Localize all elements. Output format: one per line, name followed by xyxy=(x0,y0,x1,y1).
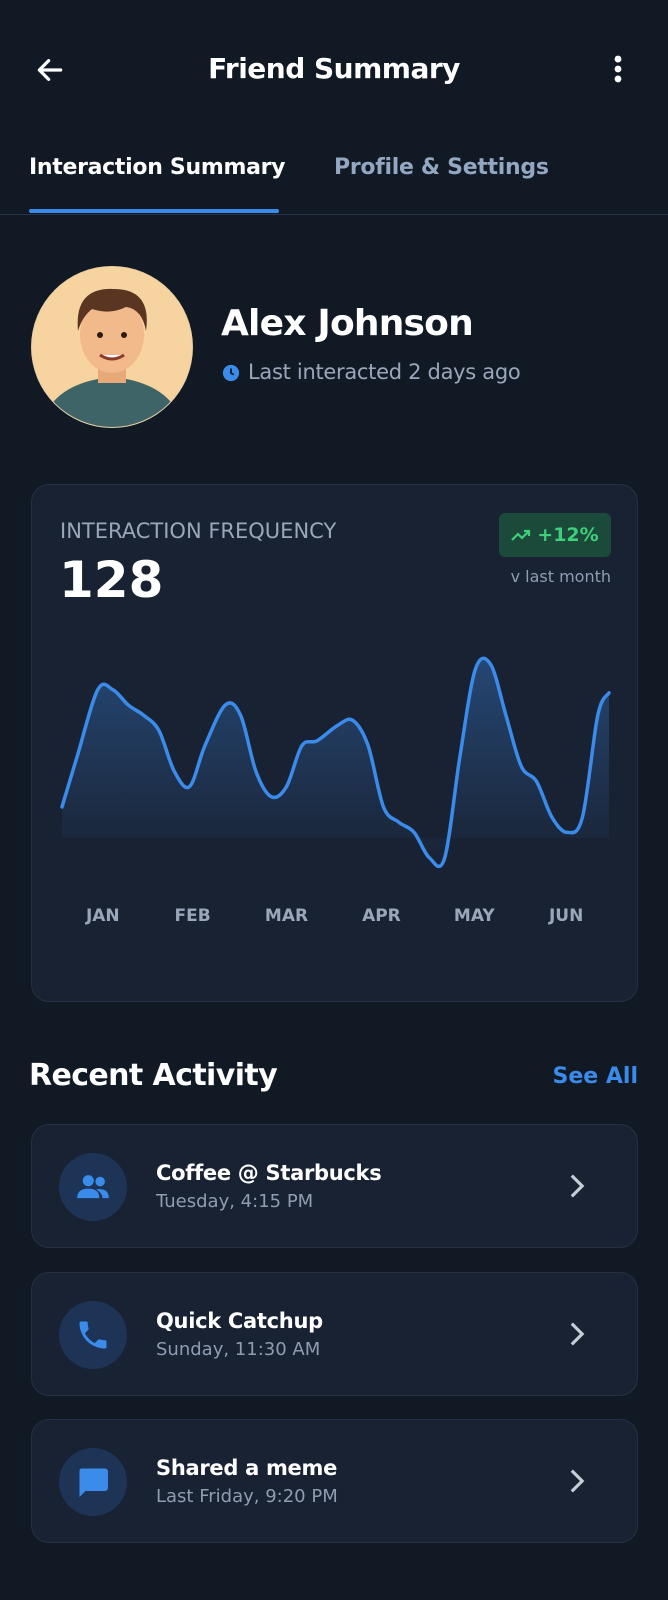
chart: JAN FEB MAR APR MAY JUN xyxy=(60,656,611,926)
last-interacted: Last interacted 2 days ago xyxy=(248,360,521,384)
activity-card[interactable]: Quick Catchup Sunday, 11:30 AM xyxy=(31,1272,638,1396)
tab[interactable]: Interaction Summary xyxy=(29,155,286,180)
x-tick-label: JAN xyxy=(85,906,120,926)
more-button[interactable] xyxy=(604,52,632,86)
see-all[interactable]: See All xyxy=(552,1064,638,1089)
chevron xyxy=(570,1174,585,1198)
activity-icon xyxy=(59,1153,127,1221)
x-tick-label: APR xyxy=(362,906,401,926)
divider xyxy=(0,214,668,215)
activity-time: Sunday, 11:30 AM xyxy=(156,1339,321,1360)
change-value: +12% xyxy=(537,524,599,546)
trend-icon xyxy=(511,529,531,541)
x-tick-label: JUN xyxy=(548,906,583,926)
x-tick-label: MAR xyxy=(265,906,308,926)
activity-title: Quick Catchup xyxy=(156,1309,323,1333)
chevron xyxy=(570,1322,585,1346)
line xyxy=(60,656,611,869)
activity-time: Last Friday, 9:20 PM xyxy=(156,1486,338,1507)
activity-title: Shared a meme xyxy=(156,1456,338,1480)
tab-indicator xyxy=(29,209,279,213)
total: 128 xyxy=(59,551,164,609)
area xyxy=(62,658,609,867)
change-badge: +12% xyxy=(499,513,611,557)
avatar xyxy=(31,266,193,428)
activity-card[interactable]: Shared a meme Last Friday, 9:20 PM xyxy=(31,1419,638,1543)
change-note: v last month xyxy=(510,567,611,586)
activity-card[interactable]: Coffee @ Starbucks Tuesday, 4:15 PM xyxy=(31,1124,638,1248)
friend-name: Alex Johnson xyxy=(221,303,474,344)
activity-icon xyxy=(59,1301,127,1369)
x-tick-label: MAY xyxy=(454,906,495,926)
chart-title: INTERACTION FREQUENCY xyxy=(60,519,337,543)
activity-icon xyxy=(59,1448,127,1516)
activity-title: Coffee @ Starbucks xyxy=(156,1161,382,1185)
clock-icon xyxy=(222,364,240,382)
x-tick-label: FEB xyxy=(175,906,211,926)
chart-card: INTERACTION FREQUENCY 128 +12% v last mo… xyxy=(31,484,638,1002)
tab[interactable]: Profile & Settings xyxy=(334,155,549,180)
chevron xyxy=(570,1469,585,1493)
page-title: Friend Summary xyxy=(208,52,460,85)
section-title: Recent Activity xyxy=(29,1058,278,1093)
activity-time: Tuesday, 4:15 PM xyxy=(156,1191,314,1212)
back-button[interactable] xyxy=(34,54,66,86)
